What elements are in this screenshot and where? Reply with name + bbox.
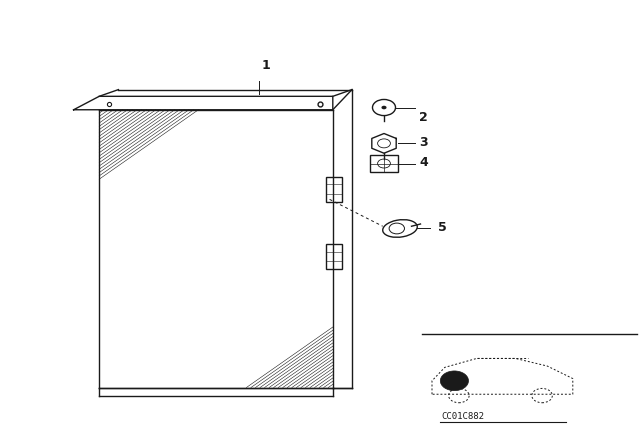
- Circle shape: [440, 371, 468, 391]
- Text: 1: 1: [261, 60, 270, 73]
- Text: 5: 5: [438, 221, 447, 234]
- Text: 4: 4: [419, 156, 428, 169]
- Text: 2: 2: [419, 111, 428, 124]
- Text: CC01C882: CC01C882: [442, 412, 484, 421]
- Circle shape: [381, 106, 387, 109]
- Text: 3: 3: [419, 136, 428, 149]
